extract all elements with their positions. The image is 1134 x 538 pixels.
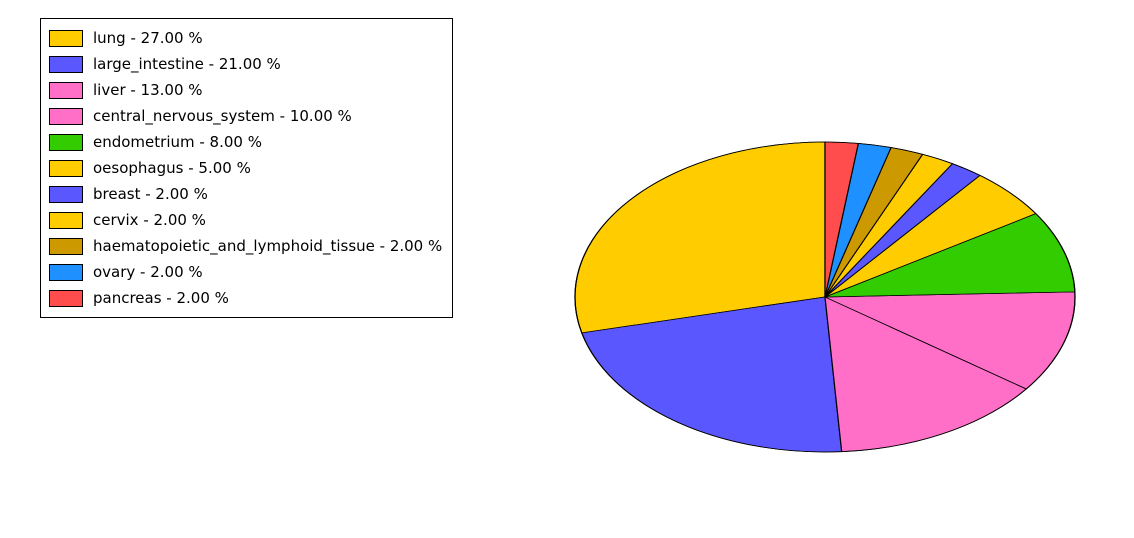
legend-row: oesophagus - 5.00 % [49,155,442,181]
legend-swatch [49,134,83,151]
legend-label: large_intestine - 21.00 % [93,55,281,73]
legend-swatch [49,30,83,47]
legend-label: oesophagus - 5.00 % [93,159,251,177]
legend-label: liver - 13.00 % [93,81,203,99]
legend-row: cervix - 2.00 % [49,207,442,233]
legend-label: central_nervous_system - 10.00 % [93,107,352,125]
legend-swatch [49,212,83,229]
legend-row: liver - 13.00 % [49,77,442,103]
legend-label: haematopoietic_and_lymphoid_tissue - 2.0… [93,237,442,255]
pie-chart [550,122,1100,522]
legend-row: pancreas - 2.00 % [49,285,442,311]
legend-swatch [49,186,83,203]
legend-swatch [49,56,83,73]
legend-label: cervix - 2.00 % [93,211,206,229]
legend-row: central_nervous_system - 10.00 % [49,103,442,129]
legend-row: breast - 2.00 % [49,181,442,207]
legend-swatch [49,238,83,255]
legend-row: haematopoietic_and_lymphoid_tissue - 2.0… [49,233,442,259]
legend-swatch [49,82,83,99]
legend-row: lung - 27.00 % [49,25,442,51]
legend-label: breast - 2.00 % [93,185,208,203]
legend-swatch [49,108,83,125]
legend-row: ovary - 2.00 % [49,259,442,285]
legend: lung - 27.00 % large_intestine - 21.00 % l… [40,18,453,318]
legend-label: pancreas - 2.00 % [93,289,229,307]
legend-row: large_intestine - 21.00 % [49,51,442,77]
legend-row: endometrium - 8.00 % [49,129,442,155]
legend-label: ovary - 2.00 % [93,263,203,281]
legend-swatch [49,160,83,177]
legend-swatch [49,264,83,281]
legend-label: lung - 27.00 % [93,29,203,47]
legend-swatch [49,290,83,307]
legend-label: endometrium - 8.00 % [93,133,262,151]
